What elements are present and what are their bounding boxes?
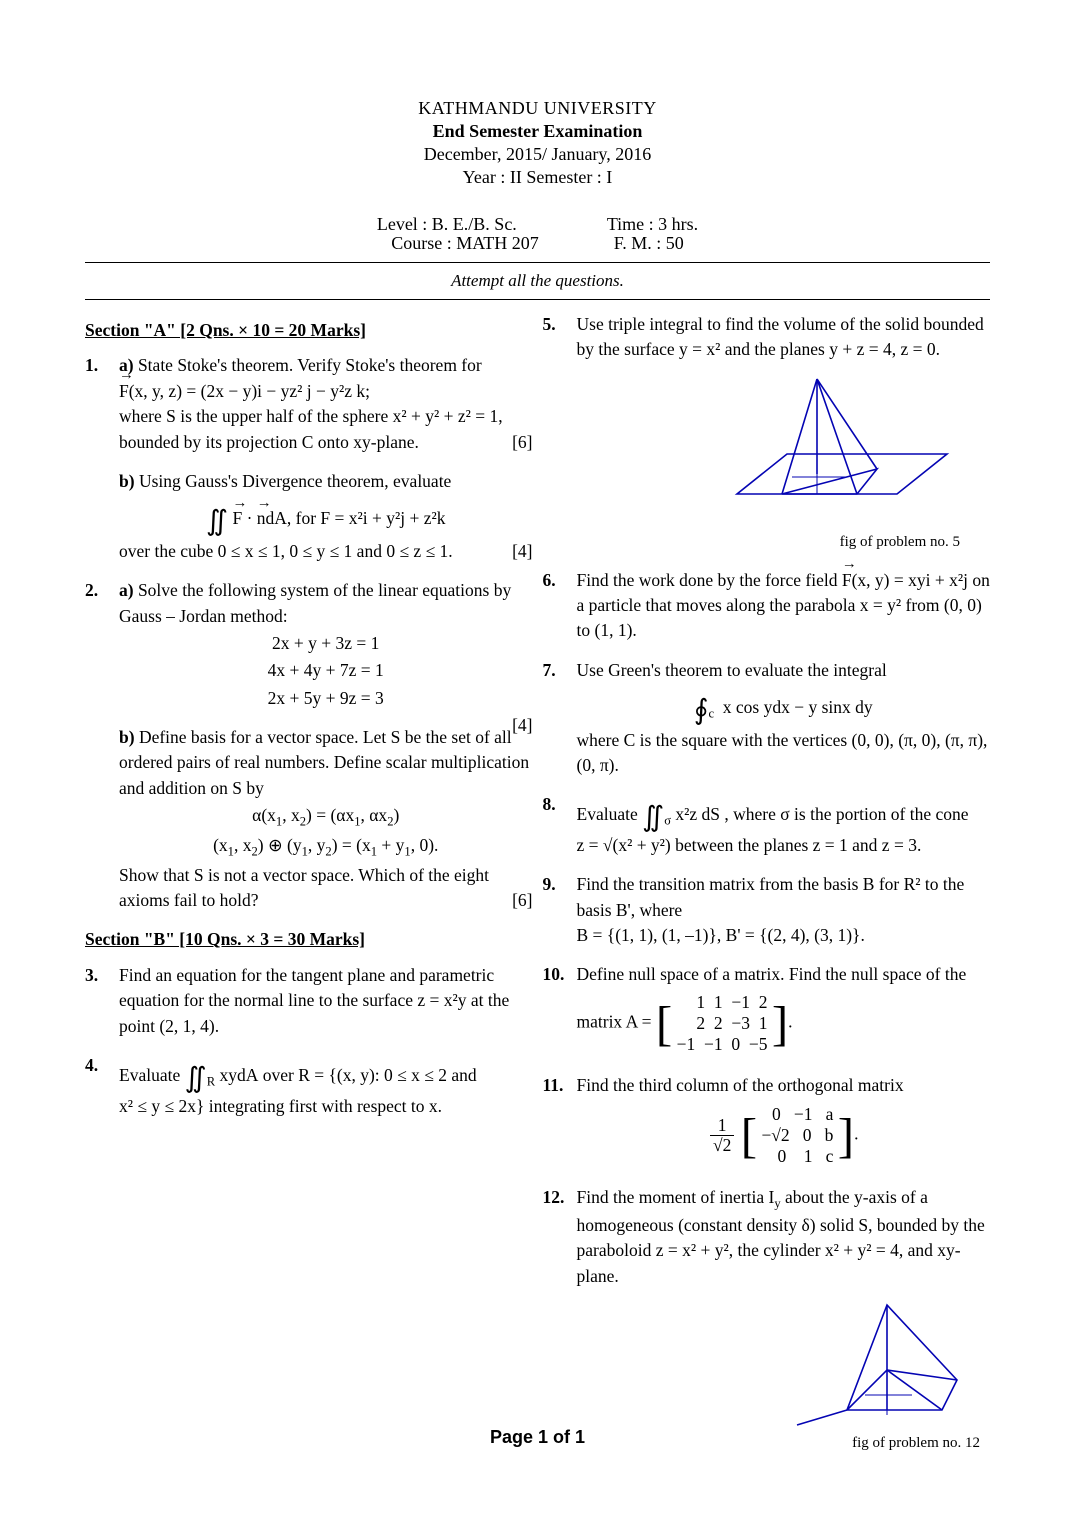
divider (85, 262, 990, 263)
q1a-marks: [6] (512, 430, 532, 455)
q3: 3. Find an equation for the tangent plan… (85, 963, 533, 1039)
q9-basis: B = {(1, 1), (1, –1)}, B' = {(2, 4), (3,… (577, 925, 865, 945)
q8-int: x²z dS (675, 804, 720, 824)
q9-text: Find the transition matrix from the basi… (577, 874, 965, 919)
q11-matrix: 1√2 [ 0 −1 a −√2 0 b 0 1 c ]. (577, 1100, 991, 1171)
header-block: KATHMANDU UNIVERSITY End Semester Examin… (85, 98, 990, 188)
q2a-eq1: 2x + y + 3z = 1 (119, 631, 533, 656)
q4: 4. Evaluate ∬R xydA over R = {(x, y): 0 … (85, 1053, 533, 1119)
q2a-eq2: 4x + 4y + 7z = 1 (119, 658, 533, 683)
q11: 11. Find the third column of the orthogo… (543, 1073, 991, 1171)
q4-int-sym: ∬ (185, 1063, 207, 1094)
q3-text: Find an equation for the tangent plane a… (119, 965, 509, 1036)
q1-number: 1. (85, 353, 98, 378)
q1a-where: where S is the upper half of the sphere … (119, 406, 503, 451)
q5-number: 5. (543, 312, 556, 337)
section-a-title: Section "A" [2 Qns. × 10 = 20 Marks] (85, 318, 533, 343)
q10-number: 10. (543, 962, 565, 987)
exam-date: December, 2015/ January, 2016 (85, 144, 990, 165)
left-column: Section "A" [2 Qns. × 10 = 20 Marks] 1. … (85, 312, 533, 1469)
q9: 9. Find the transition matrix from the b… (543, 872, 991, 948)
content-grid: Section "A" [2 Qns. × 10 = 20 Marks] 1. … (85, 312, 990, 1469)
q6-text: Find the work done by the force field F(… (577, 570, 990, 641)
q6: 6. Find the work done by the force field… (543, 568, 991, 644)
exam-page: KATHMANDU UNIVERSITY End Semester Examin… (0, 0, 1075, 1518)
q10: 10. Define null space of a matrix. Find … (543, 962, 991, 1058)
divider2 (85, 299, 990, 300)
q8-number: 8. (543, 792, 556, 817)
q1b-where: over the cube 0 ≤ x ≤ 1, 0 ≤ y ≤ 1 and 0… (119, 541, 453, 561)
q7: 7. Use Green's theorem to evaluate the i… (543, 658, 991, 779)
q1b: b) Using Gauss's Divergence theorem, eva… (85, 469, 533, 564)
year-sem: Year : II Semester : I (85, 167, 990, 188)
q12: 12. Find the moment of inertia Iy about … (543, 1185, 991, 1455)
q4-int: xydA over R = {(x, y): 0 ≤ x ≤ 2 and (219, 1065, 476, 1085)
q2b-rule1: α(x1, x2) = (αx1, αx2) (119, 803, 533, 831)
fig1-caption: fig of problem no. 5 (577, 532, 991, 554)
q1a-text: State Stoke's theorem. Verify Stoke's th… (138, 355, 482, 375)
q4-text-a: Evaluate (119, 1065, 185, 1085)
q7-text-a: Use Green's theorem to evaluate the inte… (577, 660, 887, 680)
full-marks: F. M. : 50 (614, 233, 684, 254)
q12-text: Find the moment of inertia Iy about the … (577, 1187, 985, 1286)
q2a-text: Solve the following system of the linear… (119, 580, 511, 625)
q11-text: Find the third column of the orthogonal … (577, 1075, 904, 1095)
q1b-integral: ∬ F · ndA, for F = x²i + y²j + z²k (119, 496, 533, 537)
q8-text-a: Evaluate (577, 804, 643, 824)
page-footer: Page 1 of 1 (0, 1427, 1075, 1448)
q6-number: 6. (543, 568, 556, 593)
q2a-label: a) (119, 580, 134, 600)
q2a-eq3: 2x + 5y + 9z = 3 (119, 686, 533, 711)
q2b-q: Show that S is not a vector space. Which… (119, 865, 489, 910)
q11-number: 11. (543, 1073, 564, 1098)
q4-number: 4. (85, 1053, 98, 1078)
right-column: 5. Use triple integral to find the volum… (543, 312, 991, 1469)
figure-q12 (787, 1295, 977, 1435)
section-b-title: Section "B" [10 Qns. × 3 = 30 Marks] (85, 927, 533, 952)
exam-title: End Semester Examination (85, 121, 990, 142)
q2b-label: b) (119, 727, 135, 747)
q7-int: ∮c x cos ydx − y sinx dy (577, 685, 991, 726)
q2a: 2. a) Solve the following system of the … (85, 578, 533, 711)
q2b: b) Define basis for a vector space. Let … (85, 725, 533, 913)
q2b-marks: [6] (512, 888, 532, 913)
q1a-func: (x, y, z) = (2x − y)i − yz² j − y²z k; (129, 381, 370, 401)
q1b-marks: [4] (512, 539, 532, 564)
meta-row-1: Level : B. E./B. Sc. Time : 3 hrs. (85, 214, 990, 235)
university-name: KATHMANDU UNIVERSITY (85, 98, 990, 119)
instruction: Attempt all the questions. (85, 271, 990, 291)
q5-text: Use triple integral to find the volume o… (577, 314, 984, 359)
q12-number: 12. (543, 1185, 565, 1210)
course: Course : MATH 207 (391, 233, 539, 254)
q5: 5. Use triple integral to find the volum… (543, 312, 991, 554)
q7-text-b: where C is the square with the vertices … (577, 730, 988, 775)
time: Time : 3 hrs. (607, 214, 698, 235)
q7-number: 7. (543, 658, 556, 683)
q4-text-b: x² ≤ y ≤ 2x} integrating first with resp… (119, 1096, 442, 1116)
q2-number: 2. (85, 578, 98, 603)
q10-matrix: [ 1 1 −1 2 2 2 −3 1 −1 −1 0 −5 ]. (656, 988, 793, 1059)
meta-row-2: Course : MATH 207 F. M. : 50 (85, 233, 990, 254)
q8-cont: z = √(x² + y²) between the planes z = 1 … (577, 835, 922, 855)
vec-F: F (119, 379, 129, 404)
level: Level : B. E./B. Sc. (377, 214, 517, 235)
q1b-text: Using Gauss's Divergence theorem, evalua… (139, 471, 451, 491)
q9-number: 9. (543, 872, 556, 897)
q3-number: 3. (85, 963, 98, 988)
q2b-text: Define basis for a vector space. Let S b… (119, 727, 529, 798)
q1b-label: b) (119, 471, 135, 491)
q8-int-sym: ∬ (642, 802, 664, 833)
q8: 8. Evaluate ∬σ x²z dS , where σ is the p… (543, 792, 991, 858)
q1a: 1. a) State Stoke's theorem. Verify Stok… (85, 353, 533, 455)
figure-q5 (717, 369, 957, 534)
q8-text-b: , where σ is the portion of the cone (724, 804, 968, 824)
q2b-rule2: (x1, x2) ⊕ (y1, y2) = (x1 + y1, 0). (119, 833, 533, 861)
